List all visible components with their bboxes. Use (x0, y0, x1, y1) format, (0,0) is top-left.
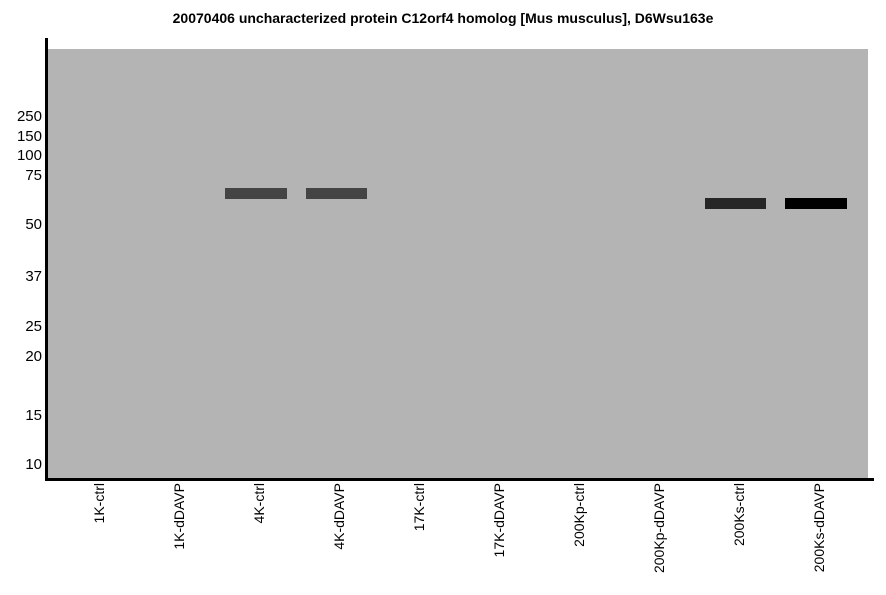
mw-marker-label-250: 250 (16, 108, 42, 125)
lane-label-200Kp-ctrl: 200Kp-ctrl (571, 483, 587, 547)
mw-marker-label-75: 75 (25, 167, 42, 184)
protein-band-200Ks-ctrl (705, 198, 766, 209)
mw-marker-label-100: 100 (16, 147, 42, 164)
lane-label-200Ks-dDAVP: 200Ks-dDAVP (811, 483, 827, 573)
lane-label-1K-dDAVP: 1K-dDAVP (171, 483, 187, 550)
figure-title: 20070406 uncharacterized protein C12orf4… (172, 10, 714, 26)
mw-marker-label-150: 150 (16, 128, 42, 145)
mw-marker-label-50: 50 (25, 216, 42, 233)
lane-label-1K-ctrl: 1K-ctrl (91, 483, 107, 524)
x-axis-line (45, 478, 874, 481)
lane-label-200Kp-dDAVP: 200Kp-dDAVP (651, 483, 667, 574)
lane-label-17K-dDAVP: 17K-dDAVP (491, 483, 507, 558)
mw-marker-label-25: 25 (25, 318, 42, 335)
lane-label-4K-ctrl: 4K-ctrl (251, 483, 267, 524)
lane-label-4K-dDAVP: 4K-dDAVP (331, 483, 347, 550)
lane-label-200Ks-ctrl: 200Ks-ctrl (731, 483, 747, 547)
mw-marker-label-20: 20 (25, 348, 42, 365)
gel-background (48, 49, 868, 478)
lane-label-17K-ctrl: 17K-ctrl (411, 483, 427, 532)
y-axis-line (45, 38, 48, 481)
protein-band-200Ks-dDAVP (785, 198, 847, 209)
mw-marker-label-37: 37 (25, 268, 42, 285)
protein-band-4K-dDAVP (306, 188, 367, 199)
mw-marker-label-15: 15 (25, 407, 42, 424)
mw-marker-label-10: 10 (25, 456, 42, 473)
protein-band-4K-ctrl (225, 188, 287, 199)
